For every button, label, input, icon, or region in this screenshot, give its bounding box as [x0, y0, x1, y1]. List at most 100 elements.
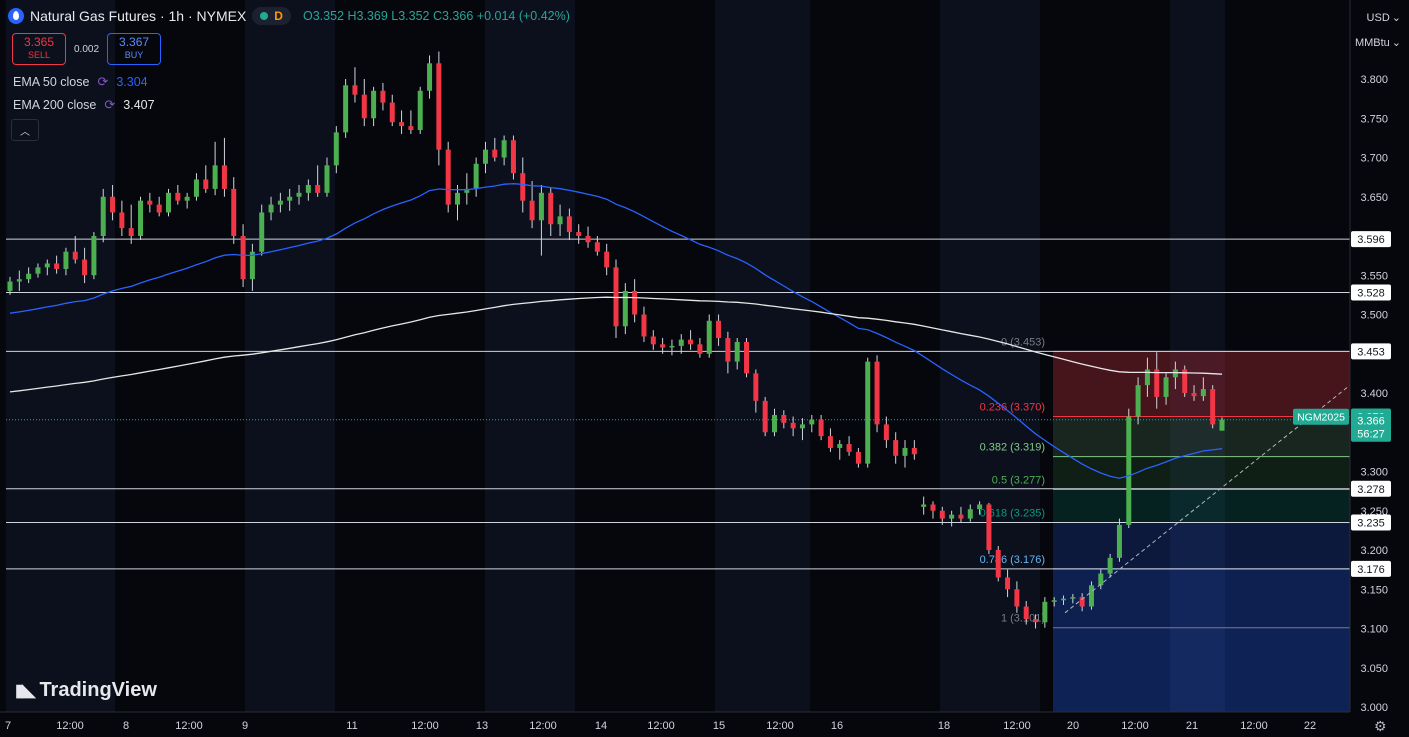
candle-body	[520, 173, 526, 201]
candle-body	[548, 192, 554, 225]
sell-label: SELL	[27, 50, 51, 60]
candle-body	[408, 126, 414, 131]
candle-body	[464, 188, 470, 193]
candle-body	[203, 179, 209, 189]
candle-body	[82, 259, 88, 276]
market-status-pill[interactable]: D	[252, 7, 291, 25]
fib-zone	[1053, 456, 1350, 490]
candle-body	[72, 251, 78, 260]
settings-gear-icon[interactable]: ⚙	[1374, 718, 1387, 734]
time-tick-label: 13	[476, 720, 488, 732]
indicator-ema50[interactable]: EMA 50 close ⟳ 3.304	[13, 74, 148, 90]
time-tick-label: 21	[1186, 720, 1198, 732]
candle-body	[576, 232, 582, 236]
candle-body	[501, 140, 507, 158]
candle-body	[818, 419, 824, 437]
candle-body	[883, 424, 889, 441]
time-tick-label: 8	[123, 720, 129, 732]
candle-body	[1042, 601, 1048, 623]
candle-body	[613, 267, 619, 327]
unit-selector[interactable]: MMBtu ⌄	[1355, 36, 1401, 50]
low-value: L3.352	[391, 9, 430, 23]
ema200-line	[9, 296, 1223, 393]
currency-selector[interactable]: USD ⌄	[1366, 11, 1401, 25]
candle-body	[622, 290, 628, 327]
candle-body	[35, 267, 41, 274]
time-tick-label: 20	[1067, 720, 1079, 732]
countdown-value: 56:27	[1357, 429, 1385, 441]
price-tick-label: 3.300	[1360, 467, 1388, 479]
candle-body	[417, 90, 423, 131]
price-tick-label: 3.500	[1360, 310, 1388, 322]
candle-body	[175, 192, 181, 201]
candle-body	[855, 451, 861, 464]
fib-zone	[1053, 351, 1350, 417]
tradingview-logo[interactable]: ▮◣ TradingView	[15, 679, 157, 702]
indicator-ema200[interactable]: EMA 200 close ⟳ 3.407	[13, 97, 155, 113]
candle-body	[650, 336, 656, 345]
price-label-box	[1351, 480, 1391, 497]
symbol-tag: NGM2025	[1297, 412, 1345, 424]
indicator-name: EMA 50 close	[13, 75, 90, 89]
candle-body	[389, 102, 395, 123]
candle-body	[1033, 619, 1039, 623]
candle-body	[1200, 389, 1206, 397]
time-tick-label: 12:00	[411, 720, 439, 732]
symbol-tag-box	[1293, 408, 1349, 425]
buy-button[interactable]: 3.367 BUY	[107, 33, 162, 65]
last-price-value: 3.366	[1357, 416, 1385, 428]
price-tick-label: 3.800	[1360, 74, 1388, 86]
chart-header: Natural Gas Futures · 1h · NYMEX D O3.35…	[8, 6, 570, 26]
candle-body	[16, 279, 22, 282]
candle-body	[147, 200, 153, 205]
indicator-value: 3.304	[116, 75, 148, 89]
candle-body	[632, 290, 638, 315]
candle-body	[119, 212, 125, 229]
candle-body	[930, 504, 936, 511]
time-tick-label: 14	[595, 720, 607, 732]
candle-body	[538, 192, 544, 221]
change-value: +0.014 (+0.42%)	[476, 9, 570, 23]
candle-body	[343, 85, 349, 133]
candle-body	[333, 132, 339, 166]
sell-price: 3.365	[23, 35, 55, 49]
time-tick-label: 16	[831, 720, 843, 732]
collapse-indicators-button[interactable]: ︿	[11, 119, 39, 141]
candle-body	[1070, 597, 1076, 599]
close-value: C3.366	[432, 9, 474, 23]
candle-body	[529, 200, 535, 221]
last-price-box	[1351, 413, 1391, 442]
candle-body	[874, 361, 880, 425]
sell-button[interactable]: 3.365 SELL	[12, 33, 66, 65]
candle-body	[688, 339, 694, 345]
candle-body	[921, 504, 927, 507]
candle-body	[296, 192, 302, 197]
session-band	[245, 0, 335, 712]
chevron-down-icon: ⌄	[1391, 12, 1401, 24]
candle-body	[455, 192, 461, 205]
price-tick-label: 3.050	[1360, 663, 1388, 675]
candle-body	[1210, 389, 1216, 425]
candle-body	[7, 281, 13, 291]
price-tick-label: 3.100	[1360, 624, 1388, 636]
symbol-title[interactable]: Natural Gas Futures · 1h · NYMEX	[30, 8, 247, 24]
spread-value: 0.002	[74, 43, 100, 55]
buy-price: 3.367	[119, 35, 150, 49]
time-tick-label: 9	[242, 720, 248, 732]
candle-body	[977, 504, 983, 510]
price-tick-label: 3.000	[1360, 702, 1388, 714]
candle-body	[156, 204, 162, 213]
candle-body	[557, 216, 563, 225]
fib-zone	[1053, 489, 1350, 523]
currency-label: USD	[1366, 11, 1390, 24]
time-tick-label: 12:00	[766, 720, 794, 732]
candle-body	[986, 504, 992, 550]
candle-body	[716, 320, 722, 339]
candle-body	[1098, 573, 1104, 586]
candle-body	[221, 165, 227, 189]
price-label-text: 3.528	[1357, 288, 1385, 300]
candle-body	[1154, 369, 1160, 397]
candle-body	[949, 514, 955, 519]
time-tick-label: 15	[713, 720, 725, 732]
